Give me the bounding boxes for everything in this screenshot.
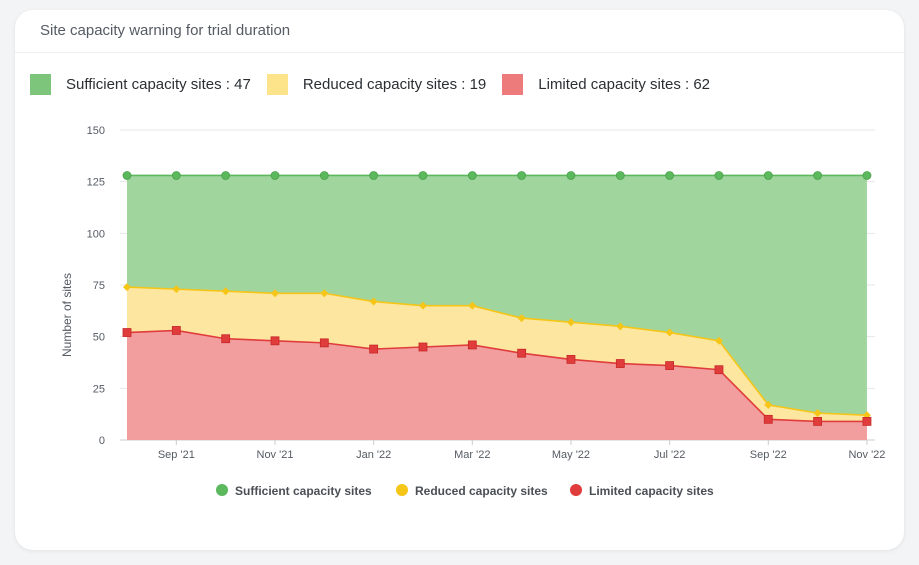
data-point	[123, 283, 131, 292]
card-divider	[15, 52, 904, 53]
legend-item: Limited capacity sites	[570, 484, 714, 498]
data-point	[665, 171, 675, 180]
data-point	[270, 289, 279, 298]
data-point	[369, 344, 379, 354]
x-tick-label: Jan '22	[356, 449, 391, 461]
y-tick-label: 50	[93, 332, 105, 344]
summary-label-limited: Limited capacity sites : 62	[538, 76, 711, 93]
data-point	[763, 171, 773, 180]
data-point	[517, 171, 527, 180]
data-point	[665, 328, 674, 337]
legend-item: Reduced capacity sites	[396, 484, 548, 498]
data-point	[172, 285, 181, 294]
summary-swatch-limited	[502, 74, 524, 95]
summary-legend: Sufficient capacity sites : 47 Reduced c…	[30, 74, 726, 95]
card-title: Site capacity warning for trial duration	[40, 22, 291, 39]
data-point	[714, 336, 723, 345]
x-tick-label: Nov '22	[848, 449, 885, 461]
data-point	[122, 171, 132, 180]
data-point	[566, 354, 576, 364]
data-point	[566, 171, 576, 180]
data-point	[418, 342, 428, 352]
x-tick-label: Sep '22	[750, 449, 787, 461]
data-point	[221, 334, 231, 344]
data-point	[270, 171, 280, 180]
data-point	[122, 328, 132, 337]
legend-item: Sufficient capacity sites	[216, 484, 372, 498]
data-point	[615, 359, 625, 368]
x-tick-label: Sep '21	[158, 449, 195, 461]
x-tick-label: Mar '22	[454, 449, 490, 461]
data-point	[566, 318, 575, 327]
data-point	[813, 171, 823, 180]
data-point	[763, 414, 773, 424]
data-point	[862, 416, 872, 426]
data-point	[320, 289, 329, 298]
data-point	[714, 171, 724, 180]
y-tick-label: 150	[87, 125, 105, 137]
data-point	[418, 301, 427, 310]
data-point	[813, 416, 823, 426]
data-point	[319, 171, 329, 180]
y-tick-label: 125	[87, 177, 105, 189]
summary-item-reduced: Reduced capacity sites : 19	[266, 74, 487, 95]
summary-item-sufficient: Sufficient capacity sites : 47	[30, 74, 251, 95]
y-tick-label: 100	[87, 228, 105, 240]
data-point	[467, 171, 477, 180]
summary-label-reduced: Reduced capacity sites : 19	[302, 76, 487, 93]
data-point	[517, 314, 526, 323]
y-axis-label: Number of sites	[60, 273, 74, 357]
legend-marker	[396, 484, 408, 496]
x-tick-label: Jul '22	[654, 449, 685, 461]
x-tick-label: May '22	[552, 449, 590, 461]
area-square-series	[127, 330, 867, 440]
data-point	[862, 171, 872, 180]
data-point	[221, 171, 231, 180]
legend-marker	[216, 484, 228, 496]
x-tick-label: Nov '21	[257, 449, 294, 461]
legend-label: Reduced capacity sites	[415, 484, 548, 498]
data-point	[714, 365, 724, 375]
series-line	[126, 286, 867, 416]
legend-label: Limited capacity sites	[589, 484, 714, 498]
data-point	[221, 287, 230, 296]
data-point	[369, 297, 378, 306]
legend-label: Sufficient capacity sites	[235, 484, 372, 498]
data-point	[517, 348, 527, 358]
y-tick-label: 25	[93, 383, 105, 395]
data-point	[171, 171, 181, 180]
data-point	[616, 322, 625, 331]
summary-swatch-sufficient	[30, 74, 51, 95]
data-point	[665, 361, 675, 371]
data-point	[270, 336, 280, 346]
data-point	[319, 338, 329, 348]
series-line	[126, 329, 867, 423]
data-point	[813, 409, 822, 418]
y-tick-label: 75	[93, 280, 105, 292]
data-point	[615, 171, 625, 180]
y-tick-label: 0	[99, 435, 105, 447]
legend-marker	[570, 484, 582, 496]
data-point	[467, 340, 477, 350]
data-point	[418, 171, 428, 180]
data-point	[369, 171, 379, 180]
data-point	[468, 301, 477, 310]
data-point	[171, 326, 181, 335]
summary-label-sufficient: Sufficient capacity sites : 47	[66, 76, 251, 93]
summary-item-limited: Limited capacity sites : 62	[502, 74, 710, 95]
summary-swatch-reduced	[266, 74, 288, 95]
data-point	[764, 400, 773, 409]
